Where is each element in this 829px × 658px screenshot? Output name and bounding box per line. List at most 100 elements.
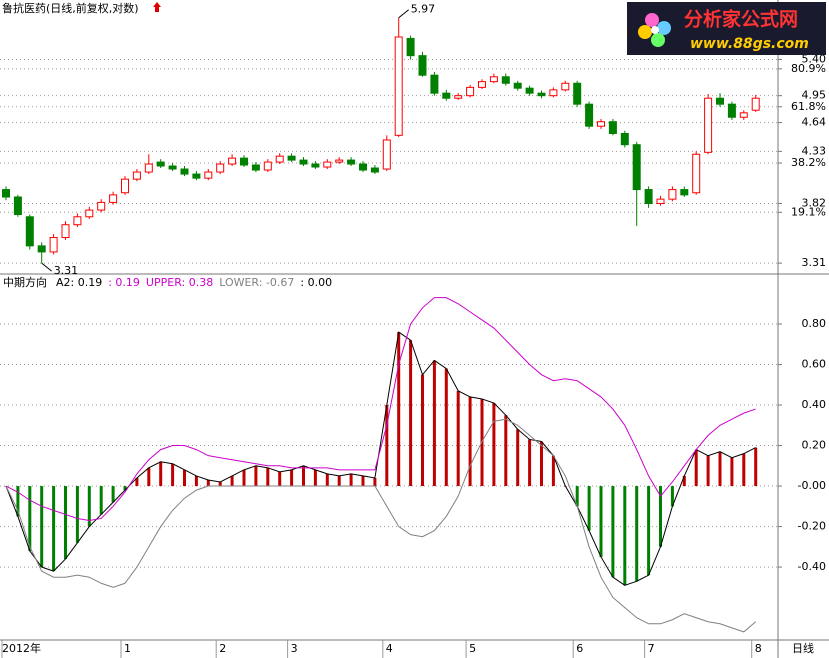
candle-body	[501, 76, 510, 84]
y-tick-label: 80.9%	[791, 62, 826, 75]
histogram-bar	[385, 405, 389, 487]
candle-body	[716, 97, 724, 105]
candle-body	[727, 103, 736, 118]
histogram-bar	[206, 479, 210, 487]
candle-body	[513, 82, 522, 89]
y-tick-label: 4.95	[802, 89, 827, 102]
candle-body	[275, 155, 284, 163]
y-tick-label: 61.8%	[791, 100, 826, 113]
legend-entry: : 0.19	[108, 276, 140, 289]
chart-title: 鲁抗医药(日线,前复权,对数)	[2, 1, 139, 15]
y-tick-label: 0.40	[802, 398, 827, 411]
candle-body	[204, 171, 213, 179]
period-label: 日线	[792, 641, 814, 655]
indicator-line	[5, 331, 756, 586]
histogram-bar	[194, 475, 198, 487]
histogram-bar	[432, 360, 436, 487]
histogram-bar	[397, 332, 401, 487]
y-tick-label: 0.60	[802, 358, 827, 371]
x-tick-label: 1	[124, 642, 131, 655]
candle-body	[85, 209, 94, 218]
indicator-line	[5, 418, 757, 633]
histogram-bar	[540, 441, 543, 487]
candle-body	[644, 189, 653, 204]
candle-body	[97, 201, 106, 211]
candle-body	[454, 95, 463, 99]
candle-body	[144, 163, 153, 173]
candle-body	[573, 82, 582, 105]
candle-body	[751, 97, 760, 111]
histogram-bar	[730, 457, 734, 487]
logo-petal	[638, 25, 652, 39]
logo-petal	[651, 33, 665, 47]
histogram-bar	[135, 477, 139, 487]
candle-body	[466, 86, 475, 97]
candle-body	[525, 87, 534, 94]
annotation: 5.97	[411, 3, 436, 16]
histogram-bar	[230, 475, 234, 487]
candle-body	[680, 189, 689, 196]
histogram-bar	[147, 467, 151, 487]
x-tick-label: 2	[219, 642, 226, 655]
watermark: 分析家公式网 www.88gs.com	[627, 2, 826, 55]
x-tick-label: 4	[386, 642, 393, 655]
candle-body	[228, 157, 237, 165]
candle-body	[13, 196, 22, 216]
y-tick-label: 5.40	[802, 52, 827, 65]
candle-body	[109, 194, 118, 203]
histogram-bar	[575, 486, 579, 507]
histogram-bar	[99, 486, 103, 515]
histogram-bar	[337, 475, 341, 487]
histogram-bar	[40, 486, 44, 568]
x-tick-label: 2012年	[2, 641, 41, 655]
annotation-arrow	[41, 262, 53, 272]
candle-body	[620, 132, 629, 146]
candle-body	[668, 189, 677, 200]
histogram-bar	[659, 486, 662, 547]
candle-body	[704, 97, 713, 153]
y-tick-label: 0.80	[802, 317, 827, 330]
histogram-bar	[373, 477, 377, 487]
histogram-bar	[254, 465, 258, 487]
logo-name: 分析家公式网	[684, 8, 798, 31]
candle-body	[394, 36, 403, 136]
candle-body	[49, 237, 58, 253]
histogram-bar	[599, 486, 603, 557]
candle-body	[359, 163, 367, 171]
histogram-bar	[468, 396, 472, 487]
candle-body	[656, 198, 665, 204]
histogram-bar	[670, 486, 674, 507]
candle-body	[406, 37, 415, 57]
candle-body	[608, 121, 617, 134]
candle-body	[537, 92, 546, 97]
candle-body	[418, 55, 427, 76]
y-tick-label: 4.33	[802, 144, 827, 157]
annotation: 3.31	[54, 264, 78, 277]
candle-body	[739, 112, 748, 118]
candle-body	[632, 144, 641, 191]
histogram-bar	[421, 374, 424, 487]
histogram-bar	[278, 471, 282, 487]
legend-entry: UPPER: 0.38	[146, 276, 213, 289]
histogram-bar	[313, 469, 317, 487]
y-tick-label: 19.1%	[791, 205, 826, 218]
candle-body	[335, 159, 344, 163]
candle-body	[489, 76, 498, 83]
candle-body	[192, 173, 201, 179]
histogram-bar	[28, 486, 32, 551]
histogram-bar	[52, 486, 56, 572]
histogram-bar	[528, 439, 532, 487]
indicator-title: 中期方向	[3, 275, 47, 289]
arrow-icon	[153, 2, 161, 12]
histogram-bar	[87, 486, 91, 527]
histogram-bar	[635, 486, 639, 582]
candle-body	[311, 163, 320, 168]
histogram-bar	[111, 486, 115, 503]
candle-body	[585, 103, 594, 127]
histogram-bar	[302, 465, 305, 487]
histogram-bar	[718, 451, 722, 487]
legend-entry: LOWER: -0.67	[219, 276, 294, 289]
candle-body	[442, 92, 451, 99]
y-tick-label: -0.40	[798, 560, 826, 573]
y-tick-label: -0.00	[798, 479, 826, 492]
